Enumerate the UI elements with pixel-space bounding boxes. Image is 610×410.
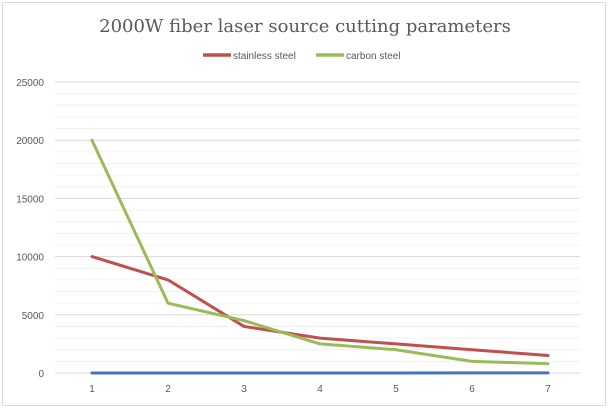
y-tick-label: 5000 xyxy=(22,311,45,322)
x-tick-label: 3 xyxy=(241,384,247,395)
y-tick-label: 25000 xyxy=(16,78,44,89)
x-tick-label: 2 xyxy=(165,384,171,395)
y-tick-label: 15000 xyxy=(16,194,44,205)
series-lines xyxy=(90,138,550,375)
legend-label: stainless steel xyxy=(233,51,296,62)
x-tick-label: 5 xyxy=(393,384,399,395)
y-tick-label: 10000 xyxy=(16,253,44,264)
chart-title: 2000W fiber laser source cutting paramet… xyxy=(99,16,511,37)
x-tick-label: 4 xyxy=(317,384,323,395)
y-tick-label: 0 xyxy=(38,369,44,380)
legend-label: carbon steel xyxy=(346,51,400,62)
legend-item: stainless steel xyxy=(203,51,296,62)
legend: stainless steel carbon steel xyxy=(203,51,400,62)
x-tick-label: 1 xyxy=(89,384,95,395)
x-tick-label: 7 xyxy=(545,384,551,395)
legend-item: carbon steel xyxy=(316,51,400,62)
x-tick-label: 6 xyxy=(469,384,475,395)
y-axis-ticks: 0 5000 10000 15000 20000 25000 xyxy=(16,78,44,380)
series-line-carbon-steel xyxy=(90,138,550,366)
series-line-stainless-steel xyxy=(90,255,550,358)
y-tick-label: 20000 xyxy=(16,136,44,147)
x-axis-ticks: 1 2 3 4 5 6 7 xyxy=(89,384,551,395)
